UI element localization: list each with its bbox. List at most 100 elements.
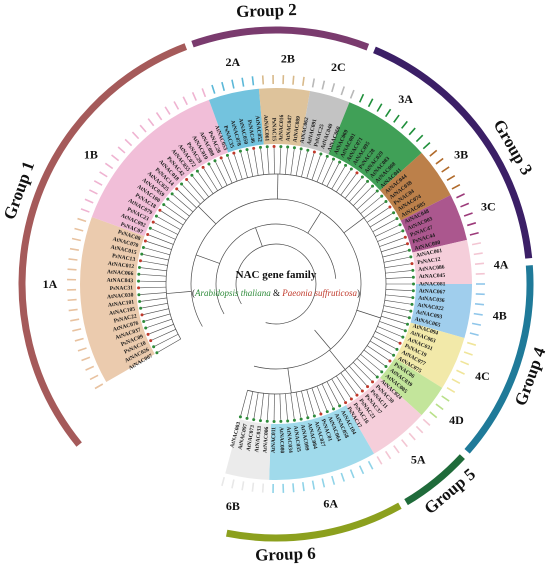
- leaf-markers: [137, 145, 415, 423]
- tree-branch: [344, 218, 364, 233]
- subgroup-label: 4D: [449, 413, 464, 427]
- tree-branch: [254, 150, 258, 176]
- tree-branch: [152, 229, 176, 240]
- leaf-marker: [259, 146, 262, 149]
- subgroup-label: 4B: [493, 308, 507, 322]
- leaf-marker: [326, 155, 329, 158]
- tree-branch: [247, 151, 252, 176]
- tick-mark: [68, 269, 77, 270]
- tree-branch: [373, 336, 396, 348]
- tree-branch: [291, 393, 294, 419]
- leaf-label: AtNAC081: [419, 281, 446, 287]
- tick-mark: [232, 80, 234, 89]
- tick-mark: [461, 361, 469, 364]
- leaf-marker: [350, 168, 353, 171]
- tick-mark: [386, 109, 391, 117]
- leaf-marker: [175, 187, 178, 190]
- tree-branch: [322, 384, 333, 408]
- leaf-marker: [144, 326, 147, 329]
- tree-branch: [140, 274, 166, 276]
- subgroup-label: 1B: [84, 147, 98, 161]
- tree-branch: [247, 199, 361, 277]
- leaf-label: AtNAC080: [278, 427, 285, 454]
- leaf-marker: [344, 401, 347, 404]
- leaf-marker: [152, 221, 155, 224]
- tree-branch: [142, 303, 168, 308]
- tick-mark: [303, 77, 304, 86]
- leaf-marker: [332, 158, 335, 161]
- tick-mark: [293, 76, 294, 85]
- tick-mark: [456, 194, 464, 198]
- tree-branch: [141, 298, 167, 301]
- tick-mark: [112, 155, 119, 161]
- tree-branch: [367, 208, 389, 223]
- tick-mark: [467, 343, 476, 346]
- tree-branch: [285, 148, 287, 174]
- tree-branch: [248, 379, 331, 394]
- tree-branch: [158, 339, 181, 352]
- leaf-marker: [273, 420, 276, 423]
- tick-mark: [202, 88, 205, 96]
- tick-mark: [242, 481, 243, 490]
- leaf-marker: [279, 420, 282, 423]
- tree-branch: [267, 394, 269, 420]
- tree-branch: [384, 257, 409, 262]
- leaf-marker: [139, 259, 142, 262]
- leaf-marker: [326, 410, 329, 413]
- leaf-marker: [293, 419, 296, 422]
- tree-branch: [307, 153, 314, 178]
- tick-mark: [252, 76, 253, 85]
- tick-mark: [70, 319, 79, 321]
- subgroup-label: 2A: [226, 55, 241, 69]
- tick-mark: [183, 97, 187, 105]
- leaf-marker: [137, 273, 140, 276]
- tick-mark: [242, 78, 243, 87]
- leaf-marker: [371, 185, 374, 188]
- tick-mark: [360, 466, 364, 474]
- leaf-marker: [366, 385, 369, 388]
- tick-mark: [475, 304, 484, 305]
- leaf-marker: [410, 303, 413, 306]
- tick-mark: [409, 433, 415, 440]
- leaf-marker: [137, 280, 140, 283]
- tick-mark: [132, 132, 138, 139]
- leaf-marker: [350, 397, 353, 400]
- tree-branch: [386, 277, 412, 278]
- leaf-marker: [146, 233, 149, 236]
- tree-branch: [327, 382, 339, 405]
- subgroup-label: 1A: [43, 277, 58, 291]
- tree-branch: [155, 223, 178, 235]
- center-species-line: (Arabidopsis thaliana & Paeonia suffruti…: [192, 288, 360, 298]
- tick-mark: [75, 338, 84, 340]
- tree-branch: [361, 354, 381, 371]
- leaf-marker: [410, 262, 413, 265]
- group-arc-2: [192, 30, 367, 47]
- tree-branch: [336, 170, 350, 192]
- leaf-marker: [376, 189, 379, 192]
- tree-branch: [332, 167, 345, 189]
- leaf-marker: [392, 354, 395, 357]
- tick-mark: [263, 75, 264, 84]
- tick-mark: [430, 412, 437, 418]
- tick-mark: [322, 479, 324, 488]
- tree-branch: [301, 391, 307, 416]
- leaf-marker: [239, 150, 242, 153]
- center-title: NAC gene family: [236, 269, 317, 281]
- leaf-marker: [388, 206, 391, 209]
- tick-mark: [416, 135, 422, 141]
- tick-mark: [447, 388, 455, 393]
- leaf-marker: [384, 365, 387, 368]
- tick-mark: [212, 85, 215, 94]
- tree-branch: [329, 350, 345, 369]
- leaf-marker: [388, 359, 391, 362]
- tick-mark: [436, 404, 443, 409]
- leaf-marker: [411, 269, 414, 272]
- tick-mark: [140, 125, 146, 132]
- leaf-marker: [384, 200, 387, 203]
- tick-mark: [341, 473, 344, 482]
- tree-branch: [141, 268, 167, 271]
- tree-branch: [143, 309, 168, 315]
- tree-branch: [145, 314, 170, 321]
- tree-branch: [358, 274, 386, 357]
- tick-mark: [165, 107, 170, 115]
